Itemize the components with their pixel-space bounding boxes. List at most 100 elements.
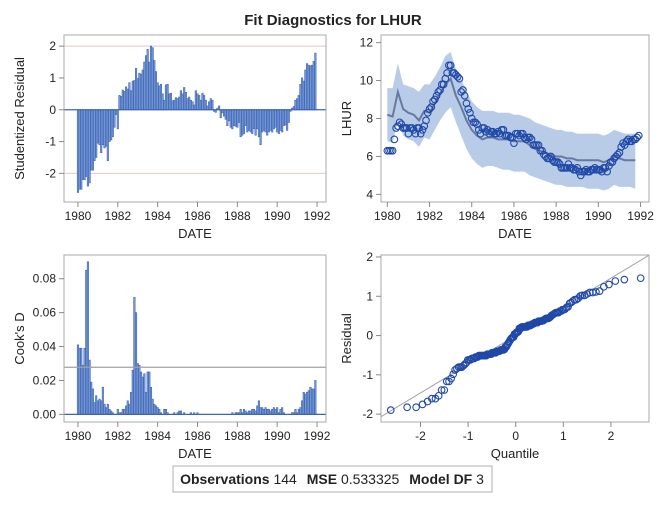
residual-bar — [113, 109, 116, 128]
observed-point — [573, 163, 582, 172]
y-tick-label: 8 — [366, 112, 373, 126]
x-tick-label: 1992 — [304, 209, 331, 223]
cooks-d-bar — [123, 408, 126, 415]
residual-bar — [105, 109, 108, 147]
residual-bar — [224, 109, 227, 120]
residual-bar — [103, 109, 106, 149]
prediction-band — [387, 52, 636, 191]
cooks-d-bar — [281, 407, 284, 415]
cooks-d-bar — [135, 312, 138, 415]
y-tick-label: 2 — [366, 250, 373, 264]
x-tick-label: 1986 — [501, 209, 528, 223]
residual-bar — [186, 98, 189, 111]
residual-bar — [93, 109, 96, 161]
residual-bar — [96, 109, 99, 144]
residual-bar — [311, 64, 314, 111]
plot-area — [64, 261, 326, 416]
qq-point — [386, 406, 395, 414]
residual-bar — [184, 91, 187, 111]
cooks-d-bar — [86, 261, 89, 415]
cooks-d-bar — [153, 403, 156, 415]
x-tick-label: 1980 — [374, 209, 401, 223]
residual-bar — [294, 99, 297, 111]
y-tick-label: -1 — [45, 135, 56, 149]
cooks-d-bar — [306, 392, 309, 415]
residual-bar — [123, 91, 126, 111]
residual-bar — [287, 109, 290, 123]
observed-point — [395, 118, 404, 127]
y-tick-label: 0.00 — [33, 407, 57, 421]
qq-point — [599, 282, 608, 291]
observed-point — [518, 129, 527, 138]
cooks-d-bar — [76, 344, 79, 415]
qq-point — [611, 277, 620, 285]
cooks-d-bar — [93, 402, 96, 415]
qq-point — [447, 374, 456, 383]
residual-bar — [302, 80, 305, 111]
residual-bar — [188, 96, 191, 111]
cooks-d-bar — [133, 297, 136, 415]
residual-bar — [106, 109, 109, 161]
residual-bar — [91, 109, 94, 171]
y-tick-label: 10 — [360, 74, 374, 88]
observed-point — [460, 91, 469, 100]
residual-bar — [256, 109, 259, 130]
footer-stats-box: Observations 144 MSE 0.533325 Model DF 3 — [172, 465, 493, 493]
residual-bar — [138, 72, 141, 111]
residual-bar — [135, 68, 138, 111]
x-tick-label: -1 — [463, 429, 474, 443]
residual-bar — [168, 93, 171, 111]
cooks-d-bar — [95, 395, 98, 415]
residual-bar — [199, 99, 202, 111]
x-tick-label: 1982 — [104, 209, 131, 223]
residual-bar — [141, 69, 144, 111]
residual-bar — [304, 69, 307, 111]
residual-bar — [236, 109, 239, 128]
residual-bar — [254, 109, 257, 136]
observed-point — [634, 131, 643, 140]
observed-point — [390, 135, 399, 144]
residual-bar — [239, 109, 242, 138]
residual-bar — [156, 82, 159, 111]
residual-bar — [143, 61, 146, 111]
observed-point — [554, 158, 562, 166]
x-tick-label: 1990 — [585, 209, 612, 223]
cooks-d-bar — [141, 376, 144, 415]
residual-bar — [201, 92, 204, 111]
cooks-d-bar — [105, 407, 108, 415]
cooks-d-bar — [304, 393, 307, 415]
residual-bar — [266, 109, 269, 136]
plot-frame — [63, 254, 327, 423]
qq-point — [427, 394, 436, 403]
y-tick-label: 0 — [49, 103, 56, 117]
residual-bar — [85, 109, 88, 177]
residual-bar — [148, 61, 151, 111]
cooks-d-bar — [274, 408, 277, 415]
y-axis-label: Studentized Residual — [12, 57, 27, 180]
residual-bar — [78, 109, 81, 190]
residual-bar — [276, 109, 279, 133]
observed-and-predicted-by-date-panel: 1980 1982 1984 1986 1988 1990 1992 4 6 8 10 12 DATE L… — [339, 34, 654, 241]
residual-bar — [126, 88, 129, 111]
cooks-d-bar — [106, 403, 109, 415]
residual-bar — [136, 78, 139, 111]
x-tick-label: 1 — [560, 429, 567, 443]
residual-bar — [281, 109, 284, 133]
cooks-d-bar — [311, 388, 314, 415]
y-tick-label: -2 — [45, 166, 56, 180]
x-tick-label: 1990 — [264, 429, 291, 443]
cooks-d-bar — [307, 390, 310, 415]
residual-bar — [88, 109, 91, 184]
cooks-d-bar — [78, 347, 81, 415]
x-tick-label: 1984 — [144, 429, 171, 443]
cooks-d-bar — [257, 400, 260, 415]
y-tick-label: 4 — [366, 187, 373, 201]
cooks-d-bar — [302, 392, 305, 415]
residual-bar — [163, 99, 166, 111]
x-tick-label: 1986 — [184, 209, 211, 223]
cooks-d-bar — [154, 405, 158, 415]
residual-bar — [307, 64, 310, 111]
residual-bar — [81, 109, 84, 181]
